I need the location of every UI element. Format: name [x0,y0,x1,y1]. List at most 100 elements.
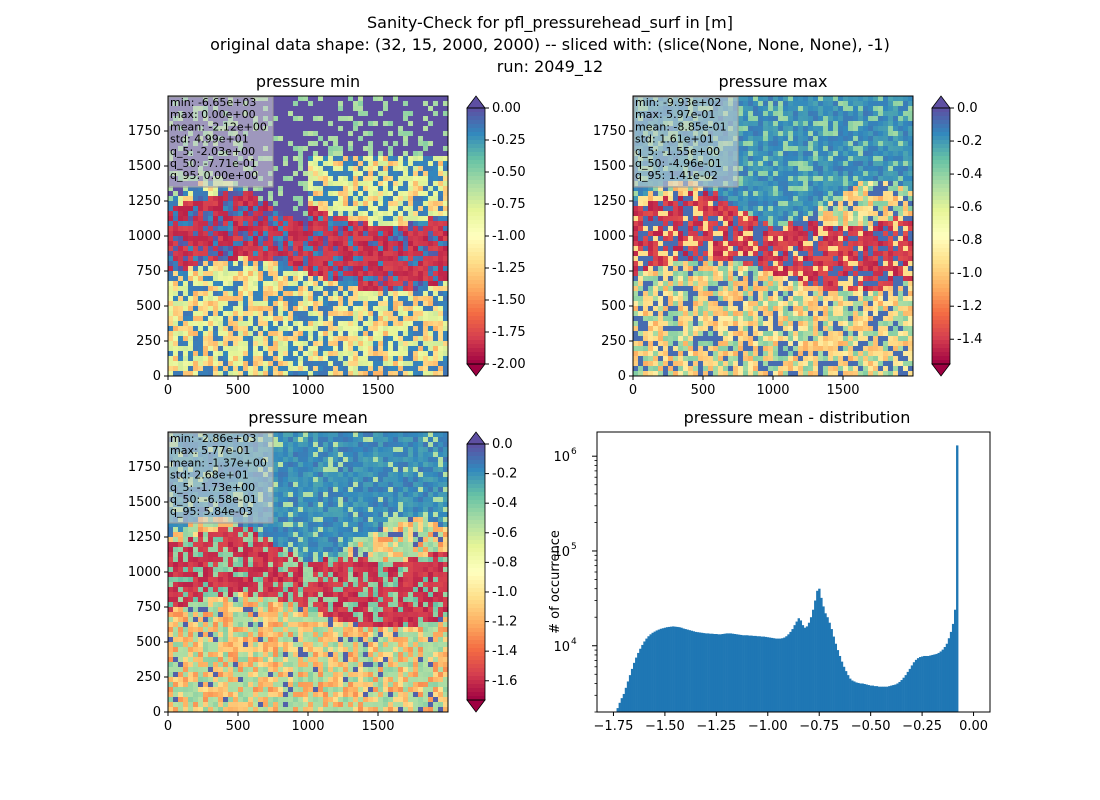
histogram-bar [667,626,671,712]
histogram-bar [727,633,731,712]
x-tick-label: −0.50 [851,719,891,734]
histogram-bar [692,631,696,712]
histogram-bar [949,631,953,712]
histogram-bar [729,633,733,712]
histogram-bar [682,628,685,712]
histogram-bar [721,634,724,712]
histogram-bar [760,636,763,712]
histogram-bar [649,634,652,712]
figure-suptitle-line1: Sanity-Check for pfl_pressurehead_surf i… [367,13,733,32]
histogram-bar [867,685,870,712]
y-tick-label: 1250 [128,194,161,209]
histogram-bar [793,625,796,712]
y-tick-label: 1250 [128,530,161,545]
histogram-bar [888,686,891,712]
y-tick-label: 1250 [593,194,626,209]
stats-line: mean: -1.37e+00 [170,456,267,469]
histogram-bar [639,648,642,712]
histogram-bar [820,597,823,712]
histogram-bar [737,634,741,712]
histogram-bar [836,650,840,712]
histogram-bar [630,668,634,712]
histogram-bar [851,680,854,712]
colorbar-tick-label: 0.0 [957,101,978,116]
histogram-bar [694,631,698,712]
figure-suptitle-line3: run: 2049_12 [496,57,604,76]
histogram-bar [875,686,879,712]
y-tick-label: 750 [136,600,161,615]
histogram-bar [857,682,860,712]
stats-line: q_5: -2.03e+00 [170,145,255,158]
x-tick-label: 1500 [361,383,394,398]
colorbar-tick-label: -1.0 [957,266,982,281]
histogram-bar [914,659,918,712]
x-tick-label: 1500 [826,383,859,398]
stats-line: std: 1.61e+01 [635,133,714,146]
histogram-bar [879,686,883,712]
histogram-bar [705,633,708,712]
y-tick-label: 750 [136,264,161,279]
histogram-bar [756,636,759,712]
histogram-bars [616,445,959,712]
y-tick-label: 10 [553,640,570,655]
histogram-bar [847,675,850,712]
colorbar-tick-label: -0.4 [492,496,517,511]
histogram-bar [725,633,728,712]
histogram-bar [863,683,866,712]
histogram-bar [748,635,751,712]
panel-title-distribution: pressure mean - distribution [683,408,911,427]
y-tick-label: 500 [136,299,161,314]
histogram-bar [898,681,901,712]
histogram-bar [768,637,772,712]
histogram-bar [690,630,693,712]
histogram-bar [742,635,745,712]
y-tick-label: 250 [136,334,161,349]
colorbar-tick-label: -1.4 [957,332,982,347]
y-tick-label: 1500 [593,159,626,174]
y-tick-label: 10 [553,450,570,465]
stats-line: min: -9.93e+02 [635,96,721,109]
histogram-bar [750,635,753,712]
y-tick-label: 1500 [128,495,161,510]
histogram-bar [886,686,889,712]
histogram-bar [900,680,903,712]
histogram-bar [799,620,803,712]
y-tick-label: 1000 [128,565,161,580]
heatmap-pressure-mean [168,432,449,713]
histogram-bar [785,636,788,712]
histogram-bar [674,626,677,712]
histogram-bar [853,681,856,712]
histogram-bar [953,609,957,712]
histogram-bar [618,702,621,712]
histogram-bar [696,632,700,712]
histogram-bar [686,629,689,712]
y-tick-label: 0 [153,369,161,384]
stats-line: q_95: 1.41e-02 [635,169,718,182]
histogram-bar [789,631,792,712]
stats-line: std: 2.68e+01 [170,469,249,482]
histogram-bar [672,626,675,712]
histogram-bar [661,628,665,712]
histogram-bar [744,635,747,712]
x-tick-label: 500 [691,383,716,398]
x-tick-label: 0.00 [959,719,988,734]
histogram-bar [925,655,928,712]
histogram-bar [663,627,667,712]
stats-line: q_5: -1.55e+00 [635,145,720,158]
histogram-bar [797,618,800,712]
colorbar-pressure-max: 0.0 -0.2 -0.4 -0.6 -0.8 -1.0 -1.2 -1.4 [931,95,982,377]
histogram-bar [941,649,945,712]
colorbar-tick-label: -1.2 [957,299,982,314]
x-tick-label: −1.50 [645,719,685,734]
histogram-bar [801,625,805,712]
histogram-bar [890,685,893,712]
histogram-bar [622,693,626,712]
panel-title-pressure-mean: pressure mean [248,408,368,427]
colorbar-tick-label: -1.0 [492,585,517,600]
colorbar-tick-label: -1.2 [492,615,517,630]
histogram-bar [842,666,846,712]
histogram-bar [719,634,722,712]
y-tick-exponent: 5 [571,542,577,552]
